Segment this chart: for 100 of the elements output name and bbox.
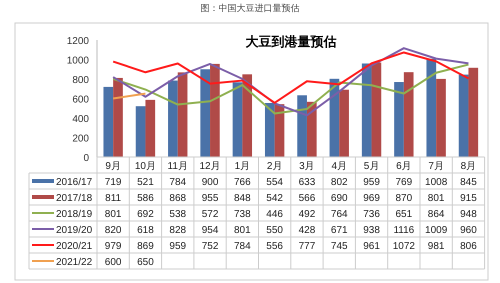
- x-tick-label: 10月: [134, 161, 156, 172]
- data-label: 556: [266, 241, 284, 252]
- data-label: 959: [363, 177, 380, 188]
- data-label: 954: [202, 225, 219, 236]
- bar: [242, 74, 252, 157]
- data-label: 550: [266, 225, 284, 236]
- data-label: 566: [298, 193, 316, 204]
- x-tick-label: 11月: [168, 161, 188, 172]
- y-tick-label: 600: [72, 94, 90, 106]
- x-tick-label: 12月: [199, 161, 221, 172]
- bar: [458, 74, 468, 157]
- data-label: 1072: [392, 241, 416, 252]
- y-tick-label: 400: [72, 114, 90, 125]
- data-label: 959: [169, 241, 187, 252]
- data-label: 869: [137, 241, 154, 252]
- data-label: 802: [330, 177, 348, 188]
- bar: [339, 90, 349, 157]
- legend-label: 2016/17: [56, 177, 93, 188]
- data-label: 692: [137, 209, 154, 220]
- data-label: 650: [137, 257, 154, 268]
- data-label: 784: [234, 241, 252, 252]
- data-label: 938: [363, 225, 380, 236]
- data-label: 1116: [393, 225, 415, 236]
- data-label: 979: [104, 241, 122, 252]
- data-label: 828: [169, 225, 187, 236]
- data-label: 868: [169, 193, 187, 204]
- x-tick-label: 5月: [364, 161, 380, 172]
- data-label: 764: [330, 209, 348, 220]
- y-tick-label: 1000: [66, 56, 90, 66]
- bar: [330, 78, 340, 157]
- x-tick-label: 8月: [460, 161, 476, 172]
- data-label: 633: [298, 177, 316, 188]
- y-tick-label: 200: [72, 134, 90, 144]
- x-tick-label: 4月: [331, 161, 348, 172]
- data-label: 900: [202, 177, 219, 188]
- data-label: 955: [202, 193, 219, 204]
- data-label: 848: [234, 193, 252, 204]
- data-label: 446: [266, 209, 284, 220]
- legend-label: 2020/21: [56, 241, 93, 252]
- data-label: 600: [104, 257, 122, 268]
- x-tick-label: 3月: [299, 161, 315, 172]
- bar: [372, 62, 382, 157]
- data-label: 651: [396, 209, 413, 220]
- bar: [468, 68, 478, 157]
- bar: [362, 64, 372, 157]
- x-tick-label: 7月: [428, 161, 444, 172]
- data-label: 572: [202, 209, 219, 220]
- bar: [436, 78, 446, 157]
- data-label: 745: [330, 241, 348, 252]
- data-label: 766: [234, 177, 252, 188]
- data-label: 554: [266, 177, 284, 188]
- bar: [426, 58, 436, 157]
- data-label: 801: [234, 225, 252, 236]
- data-label: 784: [169, 177, 187, 188]
- legend-label: 2019/20: [56, 225, 93, 236]
- bar: [145, 100, 156, 157]
- data-label: 864: [428, 209, 445, 220]
- data-label: 806: [460, 241, 478, 252]
- y-tick-label: 800: [72, 75, 90, 86]
- line-series: [112, 47, 470, 116]
- bar: [394, 82, 404, 157]
- data-label: 811: [105, 193, 122, 204]
- data-label: 961: [363, 241, 380, 252]
- data-label: 736: [363, 209, 380, 220]
- x-tick-label: 1月: [234, 161, 250, 172]
- data-label: 1008: [425, 177, 448, 188]
- data-label: 820: [104, 225, 122, 236]
- data-label: 671: [330, 225, 348, 236]
- bar: [232, 82, 242, 157]
- data-label: 1009: [425, 225, 448, 236]
- line-series: [112, 64, 470, 115]
- data-label: 915: [460, 193, 478, 204]
- bar: [136, 106, 146, 157]
- y-tick-label: 1200: [66, 36, 90, 47]
- data-label: 969: [363, 193, 380, 204]
- legend-label: 2017/18: [56, 193, 93, 204]
- bar: [103, 86, 114, 157]
- bar: [404, 72, 414, 157]
- bar: [113, 78, 123, 157]
- bar: [274, 104, 284, 157]
- bar: [264, 102, 275, 157]
- data-label: 538: [169, 209, 187, 220]
- bar: [200, 69, 210, 157]
- data-label: 960: [460, 225, 478, 236]
- data-label: 752: [202, 241, 219, 252]
- data-label: 981: [428, 241, 445, 252]
- data-label: 870: [396, 193, 413, 204]
- data-label: 428: [298, 225, 316, 236]
- data-label: 719: [104, 177, 122, 188]
- x-tick-label: 6月: [396, 161, 412, 172]
- data-label: 690: [330, 193, 348, 204]
- text: 图：中国大豆进口量预估: [200, 3, 300, 13]
- bar: [168, 80, 178, 157]
- chart-title: 大豆到港量预估: [245, 35, 336, 50]
- x-tick-label: 2月: [266, 161, 282, 172]
- data-label: 618: [137, 225, 154, 236]
- data-label: 801: [428, 193, 445, 204]
- data-label: 586: [137, 193, 154, 204]
- legend-label: 2018/19: [56, 209, 93, 220]
- legend-label: 2021/22: [56, 257, 93, 268]
